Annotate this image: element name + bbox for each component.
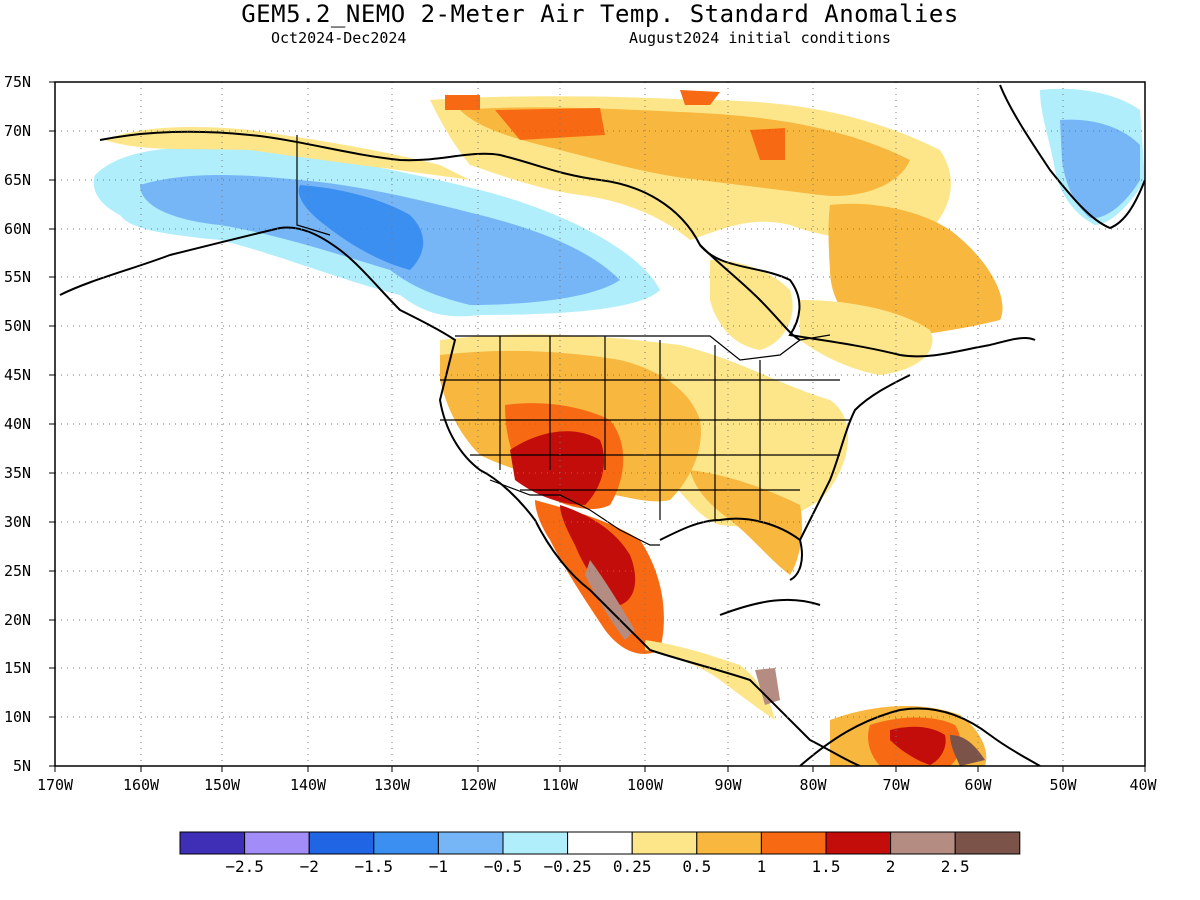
quebec-labrador-warm (828, 203, 1003, 340)
venezuela-brown (950, 735, 985, 766)
colorbar-swatch (373, 831, 439, 855)
lat-label: 5N (13, 757, 31, 775)
latitude-labels: 75N 70N 65N 60N 55N 50N 45N 40N 35N 30N … (4, 73, 31, 775)
colorbar-label: 1.5 (812, 857, 841, 876)
mexico-coast-brown (585, 560, 635, 640)
colorbar-label: −2.5 (225, 857, 264, 876)
mexico-core (560, 505, 636, 605)
forecast-period: Oct2024-Dec2024 (271, 29, 407, 47)
lon-label: 40W (1129, 776, 1157, 794)
us-canada-border (455, 334, 831, 361)
cuba-coastline (719, 598, 821, 616)
hudson-bay-light (710, 260, 793, 350)
south-america-coastline (799, 707, 1041, 766)
gridlines (55, 82, 1145, 766)
colorbar-label: 2 (886, 857, 896, 876)
state-lines-2 (440, 379, 850, 491)
lat-label: 25N (4, 562, 31, 580)
lat-label: 70N (4, 122, 31, 140)
east-canada-light (800, 300, 933, 375)
lon-label: 140W (290, 776, 327, 794)
alaska-coastline (59, 226, 861, 766)
central-america-hot (755, 668, 780, 705)
colorbar-label: 0.5 (682, 857, 711, 876)
colorbar: −2.5 −2 −1.5 −1 −0.5 −0.25 0.25 0.5 1 1.5 2 2.5 (179, 831, 1021, 876)
colorbar-swatch (631, 831, 698, 855)
lon-label: 130W (374, 776, 411, 794)
colorbar-swatch (179, 831, 246, 855)
lat-label: 30N (4, 513, 31, 531)
south-america-core (890, 726, 946, 765)
anomaly-shading (93, 88, 1145, 766)
cold-region-strong (298, 185, 424, 270)
colorbar-label: −2 (300, 857, 319, 876)
archipelago-hot-spots (445, 90, 785, 160)
colorbar-swatch (437, 831, 504, 855)
lon-label: 110W (542, 776, 579, 794)
southwest-core (510, 431, 605, 505)
lon-label: 100W (627, 776, 664, 794)
gulf-coastline (659, 517, 803, 581)
colorbar-label: −1 (429, 857, 448, 876)
lon-label: 60W (964, 776, 992, 794)
lat-label: 50N (4, 317, 31, 335)
lat-label: 35N (4, 464, 31, 482)
colorbar-label: 2.5 (941, 857, 970, 876)
colorbar-swatch (954, 831, 1021, 855)
lat-label: 55N (4, 268, 31, 286)
east-coastline (799, 374, 911, 541)
colorbar-label: −1.5 (355, 857, 394, 876)
colorbar-swatch (696, 831, 762, 855)
lat-label: 20N (4, 611, 31, 629)
us-mexico-border (489, 479, 660, 546)
central-america-warm (645, 640, 775, 720)
lon-label: 50W (1049, 776, 1077, 794)
colorbar-swatch (567, 831, 633, 855)
lat-label: 45N (4, 366, 31, 384)
alaska-canada-border (296, 135, 331, 236)
map-title: GEM5.2_NEMO 2-Meter Air Temp. Standard A… (241, 0, 959, 28)
lon-label: 160W (123, 776, 160, 794)
colorbar-swatch (760, 831, 827, 855)
longitude-labels: 170W 160W 150W 140W 130W 120W 110W 100W … (37, 776, 1158, 794)
colorbar-swatch (890, 831, 956, 855)
lon-label: 170W (37, 776, 74, 794)
arctic-warm-light (105, 127, 470, 180)
colorbar-swatch (502, 831, 569, 855)
colorbar-swatch (825, 831, 892, 855)
lon-label: 70W (882, 776, 910, 794)
colorbar-swatch (308, 831, 375, 855)
colorbar-label: 1 (757, 857, 767, 876)
axis-ticks (49, 81, 1146, 772)
lat-label: 15N (4, 659, 31, 677)
greenland-cold-med (1060, 119, 1140, 219)
lon-label: 150W (204, 776, 241, 794)
lat-label: 10N (4, 708, 31, 726)
north-coastline (99, 130, 1036, 358)
colorbar-label: −0.5 (484, 857, 523, 876)
lat-label: 65N (4, 171, 31, 189)
hudson-bay-coastline (699, 244, 801, 341)
lat-label: 60N (4, 220, 31, 238)
colorbar-swatch (244, 831, 310, 855)
initial-conditions: August2024 initial conditions (629, 29, 891, 47)
lon-label: 120W (460, 776, 497, 794)
lat-label: 75N (4, 73, 31, 91)
lon-label: 90W (714, 776, 742, 794)
political-boundaries (296, 135, 850, 546)
lon-label: 80W (799, 776, 827, 794)
colorbar-label: 0.25 (613, 857, 652, 876)
greenland-coastline (999, 84, 1145, 230)
state-lines-1 (499, 336, 761, 520)
lat-label: 40N (4, 415, 31, 433)
coastlines (59, 84, 1145, 766)
colorbar-label: −0.25 (544, 857, 592, 876)
